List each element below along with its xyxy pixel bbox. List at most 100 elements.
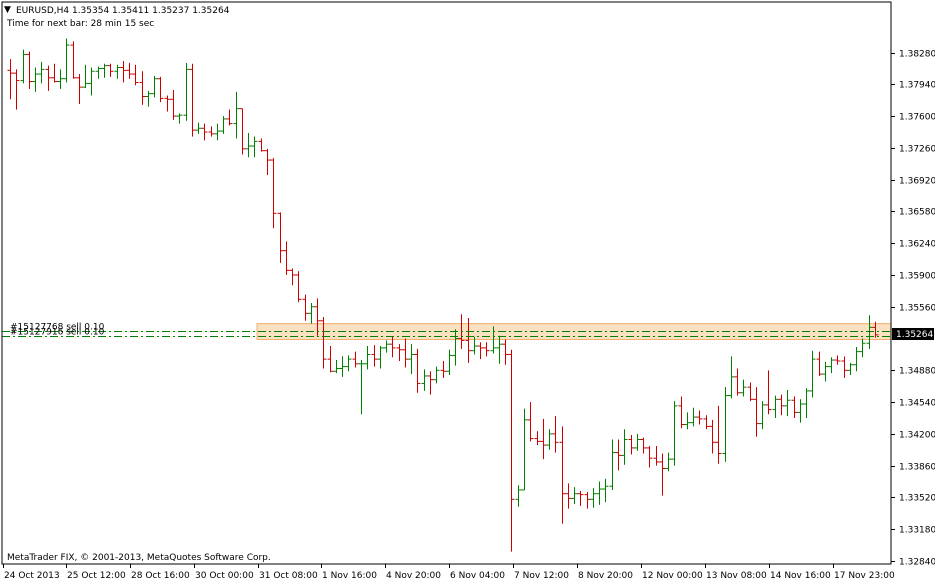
y-tick-label: 1.36240 (899, 240, 935, 250)
ohlc-bar (208, 126, 215, 137)
ohlc-bar (26, 51, 33, 90)
ohlc-bar (521, 408, 528, 491)
ohlc-bar (515, 485, 522, 507)
ohlc-bar (389, 336, 396, 358)
order-lines-layer[interactable]: #15127768 sell 0.10#15127916 sell 0.10 (2, 323, 891, 338)
ohlc-bar (872, 321, 879, 338)
ohlc-bar (114, 64, 121, 79)
y-tick-label: 1.32840 (899, 558, 935, 568)
y-tick-label: 1.35900 (899, 272, 935, 282)
ohlc-bar (440, 360, 447, 378)
ohlc-bar (653, 446, 660, 466)
x-tick-label: 6 Nov 04:00 (450, 571, 505, 581)
plot-frame (1, 1, 892, 565)
ohlc-bar (847, 362, 854, 376)
ohlc-bar (859, 338, 866, 358)
y-tick-label: 1.37600 (899, 113, 935, 123)
ohlc-bar (145, 90, 152, 107)
y-tick-label: 1.36920 (899, 177, 935, 187)
order-label: #15127916 sell 0.10 (10, 328, 105, 338)
ohlc-bar (797, 399, 804, 423)
ohlc-bar (722, 387, 729, 462)
ohlc-bar (803, 388, 810, 419)
ohlc-bar (126, 62, 133, 79)
ohlc-bar (546, 429, 553, 450)
ohlc-bar (816, 351, 823, 376)
ohlc-bar (358, 360, 365, 415)
ohlc-bar (703, 415, 710, 430)
ohlc-bar (753, 387, 760, 437)
y-tick-label: 1.36580 (899, 208, 935, 218)
ohlc-bar (621, 429, 628, 465)
ohlc-bar (465, 317, 472, 363)
ohlc-bar (333, 360, 340, 374)
ohlc-bar (584, 491, 591, 509)
ohlc-bar (690, 407, 697, 427)
ohlc-bar (57, 69, 64, 90)
ohlc-bar (659, 453, 666, 496)
time-axis[interactable]: 24 Oct 2013 25 Oct 12:00 28 Oct 16:00 30 Oc… (3, 564, 895, 581)
ohlc-bar (101, 63, 108, 78)
ohlc-bar (427, 371, 434, 395)
ohlc-bar (684, 412, 691, 430)
ohlc-bar (226, 109, 233, 126)
y-tick-label: 1.33860 (899, 463, 935, 473)
ohlc-bar (383, 340, 390, 353)
ohlc-bar (195, 122, 202, 134)
ohlc-bar (696, 410, 703, 425)
ohlc-bar (508, 349, 515, 552)
ohlc-bar (502, 339, 509, 365)
ohlc-bar (628, 434, 635, 455)
ohlc-bar (70, 41, 77, 79)
ohlc-bar (728, 356, 735, 399)
ohlc-bar (540, 418, 547, 460)
ohlc-bar (239, 108, 246, 155)
x-tick-label: 7 Nov 12:00 (514, 571, 569, 581)
ohlc-bar (364, 346, 371, 370)
ohlc-bar (866, 315, 873, 349)
ohlc-bar (477, 342, 484, 360)
ohlc-bar (828, 357, 835, 374)
y-tick-label: 1.37260 (899, 145, 935, 155)
ohlc-bar (345, 355, 352, 372)
ohlc-bar (565, 483, 572, 509)
ohlc-bar (671, 401, 678, 466)
ohlc-bar (277, 212, 284, 263)
ohlc-bar (609, 439, 616, 490)
ohlc-bar (709, 419, 716, 454)
ohlc-bars-layer (7, 38, 879, 552)
ohlc-bar (534, 431, 541, 446)
ohlc-bar (120, 60, 127, 83)
ohlc-bar (740, 379, 747, 397)
ohlc-bar (220, 116, 227, 134)
ohlc-bar (189, 63, 196, 137)
x-tick-label: 12 Nov 00:00 (642, 571, 703, 581)
ohlc-bar (251, 136, 258, 158)
ohlc-bar (759, 401, 766, 430)
ohlc-bar (164, 95, 171, 112)
dropdown-triangle-icon[interactable]: ▼ (4, 5, 11, 15)
ohlc-bar (320, 317, 327, 369)
ohlc-bar (270, 158, 277, 229)
ohlc-bar (602, 478, 609, 503)
ohlc-bar (665, 452, 672, 472)
ohlc-bar (20, 49, 27, 84)
ohlc-bar (289, 268, 296, 286)
ohlc-bar (590, 488, 597, 508)
ohlc-bar (571, 487, 578, 504)
ohlc-bar (151, 75, 158, 98)
next-bar-timer-text: Time for next bar: 28 min 15 sec (6, 19, 154, 29)
ohlc-bar (527, 402, 534, 442)
ohlc-bar (765, 370, 772, 415)
price-axis[interactable]: 1.38280 1.37940 1.37600 1.37260 1.36920 1.365… (891, 50, 935, 568)
ohlc-bar (264, 148, 271, 175)
ohlc-bar (552, 416, 559, 453)
ohlc-bar (245, 132, 252, 158)
ohlc-bar (446, 349, 453, 376)
x-tick-label: 1 Nov 16:00 (322, 571, 377, 581)
ohlc-bar (157, 76, 164, 103)
ohlc-bar (45, 65, 52, 91)
